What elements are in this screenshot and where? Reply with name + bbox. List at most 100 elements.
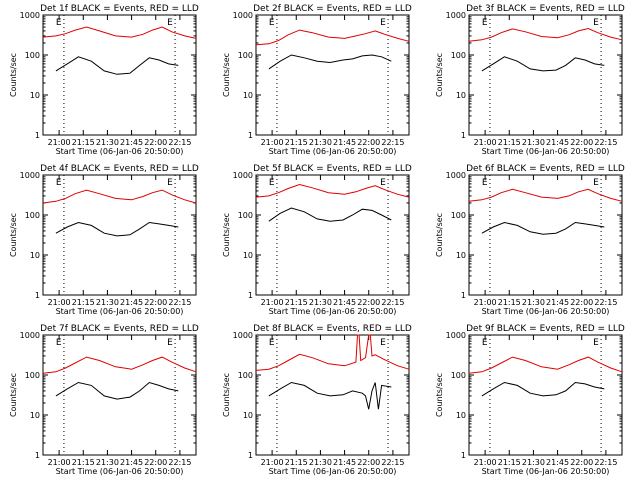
x-tick-label: 21:30 xyxy=(309,458,332,467)
events-series-line xyxy=(55,56,179,75)
y-tick-label: 1 xyxy=(461,291,466,300)
x-tick-label: 21:45 xyxy=(333,138,356,147)
x-tick-label: 21:15 xyxy=(498,298,521,307)
panel-title: Det 2f BLACK = Events, RED = LLD xyxy=(253,4,412,14)
y-tick-label: 1 xyxy=(461,131,466,140)
x-tick-label: 21:00 xyxy=(48,458,71,467)
plot-frame xyxy=(468,334,623,456)
detector-panel-6: Det 6f BLACK = Events, RED = LLD 1 10 100 10… xyxy=(435,164,625,316)
event-marker-label: E xyxy=(269,18,275,28)
y-tick-label: 100 xyxy=(451,211,466,220)
x-tick-label: 21:00 xyxy=(261,298,284,307)
x-tick-label: 22:15 xyxy=(594,458,617,467)
y-axis-label: Counts/sec xyxy=(222,213,231,257)
panel-title: Det 3f BLACK = Events, RED = LLD xyxy=(466,4,625,14)
x-axis-label: Start Time (06-Jan-06 20:50:00) xyxy=(269,467,397,476)
y-axis-label: Counts/sec xyxy=(9,373,18,417)
x-tick-label: 22:15 xyxy=(381,458,404,467)
event-marker-label: E xyxy=(56,338,62,348)
x-axis-label: Start Time (06-Jan-06 20:50:00) xyxy=(269,307,397,316)
y-tick-label: 1000 xyxy=(20,331,40,340)
x-axis-label: Start Time (06-Jan-06 20:50:00) xyxy=(56,147,184,156)
x-tick-label: 21:15 xyxy=(72,298,95,307)
x-tick-label: 21:30 xyxy=(522,138,545,147)
y-tick-label: 1 xyxy=(35,291,40,300)
x-tick-label: 21:45 xyxy=(120,298,143,307)
y-tick-label: 100 xyxy=(238,211,253,220)
panel-title: Det 8f BLACK = Events, RED = LLD xyxy=(253,324,412,334)
lld-series-line xyxy=(255,29,410,46)
event-marker-label: E xyxy=(167,338,173,348)
y-tick-label: 10 xyxy=(456,91,466,100)
event-marker-label: E xyxy=(56,178,62,188)
detector-panel-9: Det 9f BLACK = Events, RED = LLD 1 10 100 10… xyxy=(435,324,625,476)
x-tick-label: 22:00 xyxy=(144,298,167,307)
events-series-line xyxy=(481,381,605,397)
event-marker-label: E xyxy=(167,178,173,188)
x-tick-label: 21:00 xyxy=(474,298,497,307)
lld-series-line xyxy=(42,356,197,374)
plot-frame xyxy=(42,14,197,136)
x-tick-label: 21:45 xyxy=(546,298,569,307)
event-marker-label: E xyxy=(593,338,599,348)
x-tick-label: 21:15 xyxy=(285,138,308,147)
event-marker-label: E xyxy=(380,338,386,348)
x-tick-label: 21:30 xyxy=(96,458,119,467)
y-axis-label: Counts/sec xyxy=(9,213,18,257)
y-tick-label: 1 xyxy=(35,451,40,460)
x-axis-label: Start Time (06-Jan-06 20:50:00) xyxy=(56,467,184,476)
events-series-line xyxy=(268,207,392,222)
x-axis-label: Start Time (06-Jan-06 20:50:00) xyxy=(482,147,610,156)
y-axis-label: Counts/sec xyxy=(222,53,231,97)
y-tick-label: 100 xyxy=(238,51,253,60)
x-tick-label: 21:00 xyxy=(48,138,71,147)
x-tick-label: 22:15 xyxy=(381,298,404,307)
x-tick-label: 22:15 xyxy=(168,138,191,147)
events-series-line xyxy=(268,381,392,410)
x-tick-label: 21:00 xyxy=(48,298,71,307)
y-tick-label: 100 xyxy=(25,371,40,380)
x-tick-label: 22:15 xyxy=(594,298,617,307)
y-tick-label: 1000 xyxy=(233,331,253,340)
event-marker-label: E xyxy=(269,178,275,188)
event-marker-label: E xyxy=(482,338,488,348)
x-tick-label: 22:00 xyxy=(357,138,380,147)
event-marker-label: E xyxy=(593,18,599,28)
x-tick-label: 22:00 xyxy=(570,298,593,307)
event-marker-label: E xyxy=(380,178,386,188)
plot-frame xyxy=(42,334,197,456)
y-tick-label: 1 xyxy=(35,131,40,140)
y-tick-label: 1 xyxy=(248,131,253,140)
panel-title: Det 5f BLACK = Events, RED = LLD xyxy=(253,164,412,174)
y-tick-label: 1 xyxy=(461,451,466,460)
x-tick-label: 21:15 xyxy=(498,458,521,467)
events-series-line xyxy=(55,381,179,400)
y-tick-label: 10 xyxy=(456,411,466,420)
event-marker-label: E xyxy=(269,338,275,348)
y-axis-label: Counts/sec xyxy=(435,213,444,257)
x-tick-label: 22:15 xyxy=(594,138,617,147)
plot-frame xyxy=(255,14,410,136)
x-tick-label: 21:30 xyxy=(522,458,545,467)
event-marker-label: E xyxy=(56,18,62,28)
y-axis-label: Counts/sec xyxy=(222,373,231,417)
x-tick-label: 22:00 xyxy=(357,298,380,307)
y-tick-label: 10 xyxy=(30,411,40,420)
events-series-line xyxy=(481,221,605,235)
y-tick-label: 1000 xyxy=(233,11,253,20)
x-tick-label: 22:00 xyxy=(357,458,380,467)
plot-frame xyxy=(468,14,623,136)
x-tick-label: 22:15 xyxy=(168,458,191,467)
plot-frame xyxy=(42,174,197,296)
y-tick-label: 1000 xyxy=(20,171,40,180)
x-tick-label: 21:00 xyxy=(261,458,284,467)
x-tick-label: 21:00 xyxy=(474,458,497,467)
lld-series-line xyxy=(42,26,197,39)
x-tick-label: 22:15 xyxy=(381,138,404,147)
detector-panel-8: Det 8f BLACK = Events, RED = LLD 1 10 100 10… xyxy=(222,324,412,476)
x-axis-label: Start Time (06-Jan-06 20:50:00) xyxy=(56,307,184,316)
x-tick-label: 22:00 xyxy=(144,138,167,147)
event-marker-label: E xyxy=(380,18,386,28)
lld-series-line xyxy=(255,183,410,198)
x-tick-label: 21:45 xyxy=(120,138,143,147)
